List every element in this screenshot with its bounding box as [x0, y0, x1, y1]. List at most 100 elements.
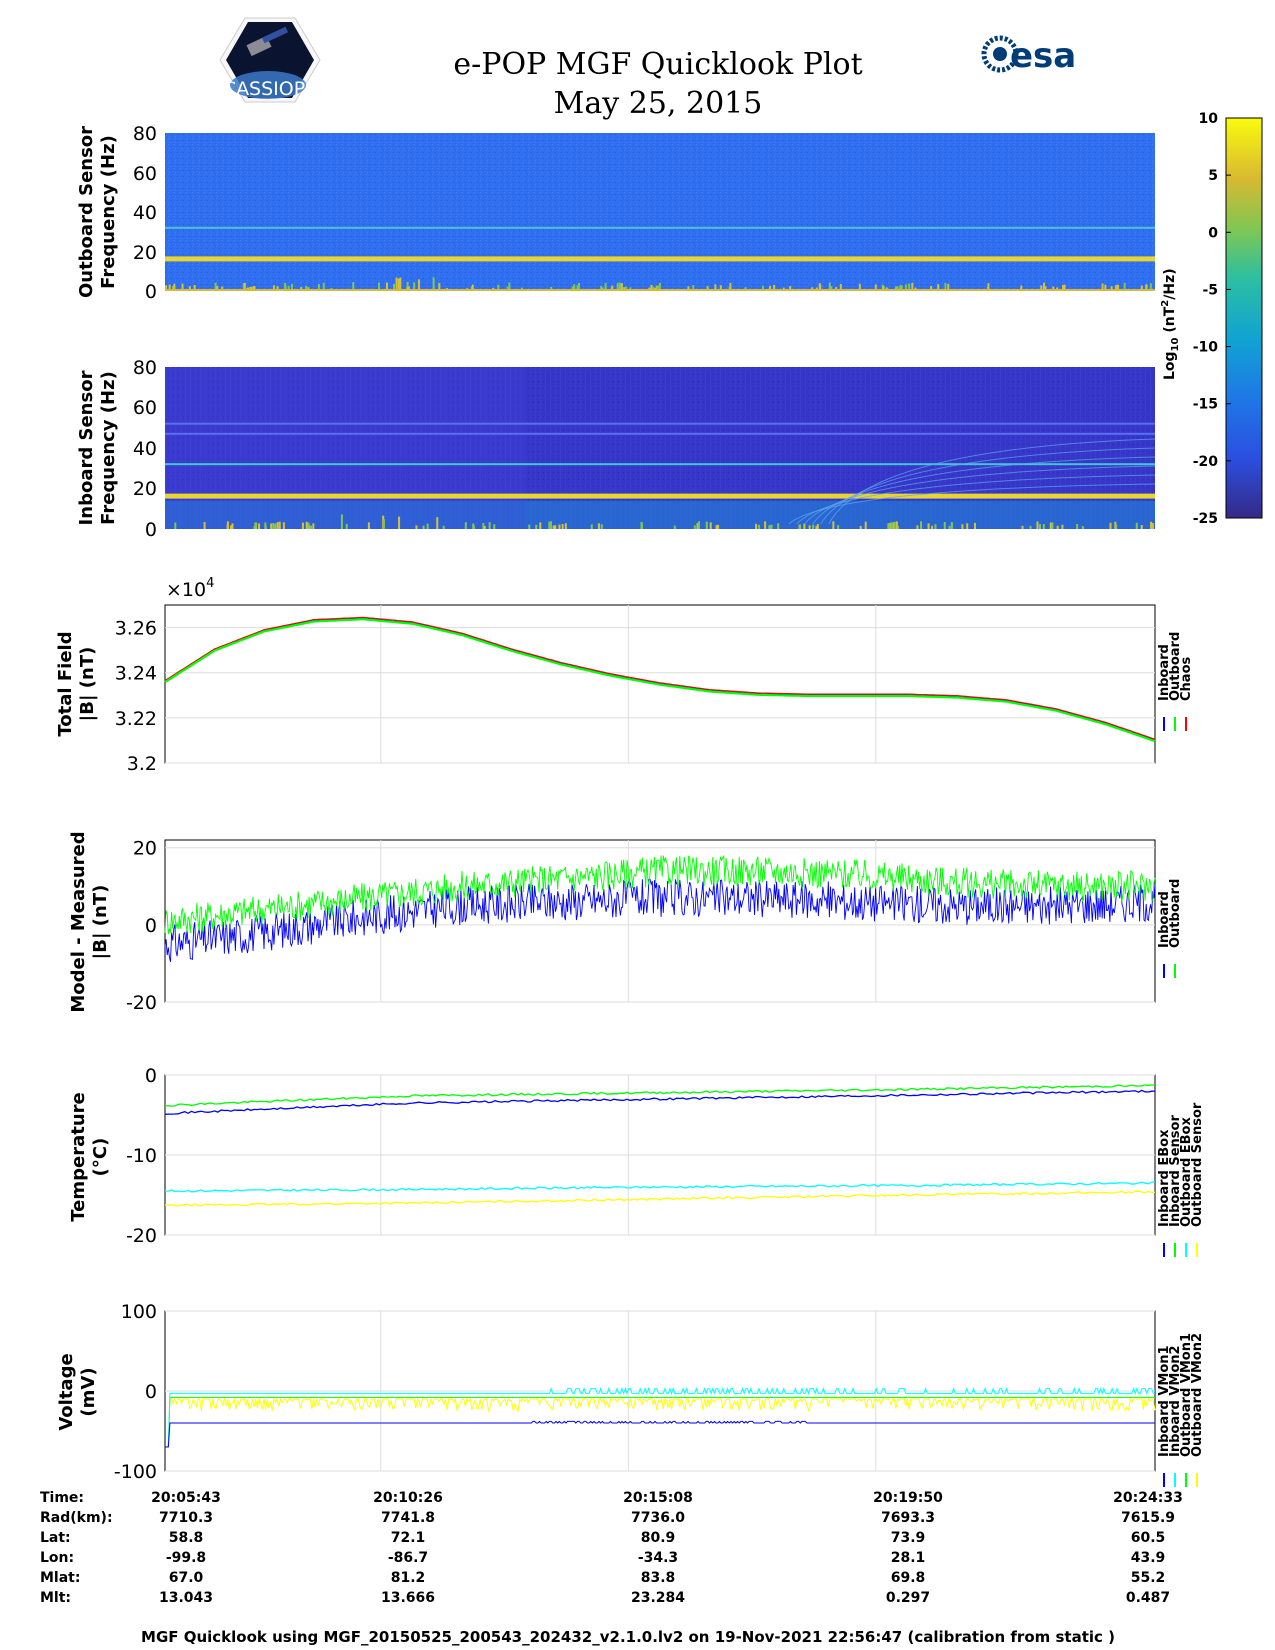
spec2-lowfreq-burst-115 — [1061, 524, 1064, 529]
spec1-lowfreq-burst-88 — [438, 283, 441, 291]
spec1-lowfreq-burst-75 — [413, 282, 416, 291]
ephemeris-cell-2-3: -34.3 — [638, 1550, 678, 1566]
total-field-exponent-base: ×10 — [166, 579, 206, 601]
total-field-ylabel-line2: |B| (nT) — [77, 647, 98, 722]
ephemeris-cell-2-0: 20:15:08 — [623, 1490, 693, 1506]
ephemeris-cell-1-2: 72.1 — [391, 1530, 426, 1546]
spec2-lowfreq-burst-52 — [488, 522, 491, 529]
mm-ytick-0: -20 — [126, 992, 157, 1014]
spec2-lowfreq-burst-34 — [528, 524, 531, 529]
ephemeris-cell-4-2: 60.5 — [1131, 1530, 1166, 1546]
spec1-lowfreq-burst-100 — [1044, 286, 1047, 291]
ephemeris-cell-3-3: 28.1 — [891, 1550, 926, 1566]
total-field-legend-label-1: Outboard — [1168, 632, 1183, 701]
spec2-lowfreq-burst-111 — [226, 521, 229, 529]
ephemeris-cell-3-0: 20:19:50 — [873, 1490, 943, 1506]
mm-ylabel-line2: |B| (nT) — [90, 885, 111, 960]
spec1-ytick-80: 80 — [133, 123, 157, 145]
spec2-lowfreq-burst-18 — [270, 523, 273, 529]
esa-logo: esa — [981, 35, 1076, 76]
spec2-lowfreq-burst-41 — [312, 523, 315, 529]
spec1-lowfreq-burst-42 — [393, 283, 396, 291]
spec2-lowfreq-burst-20 — [705, 521, 708, 529]
ephemeris-row-label-4: Mlat: — [40, 1570, 80, 1586]
spec2-lowfreq-burst-28 — [1036, 521, 1039, 529]
spec1-lowfreq-burst-20 — [1110, 286, 1113, 291]
temperature-series-1 — [164, 1084, 1155, 1107]
spec1-lowfreq-burst-16 — [761, 285, 764, 291]
spec2-lowfreq-burst-102 — [442, 525, 445, 529]
spec2-lowfreq-burst-30 — [436, 517, 439, 529]
spec2-lowfreq-burst-76 — [600, 524, 603, 529]
spec2-lowfreq-burst-97 — [482, 523, 485, 529]
spec2-lowfreq-burst-11 — [777, 523, 780, 529]
spec2-lowfreq-burst-0 — [887, 523, 890, 529]
spec2-lowfreq-burst-84 — [564, 523, 567, 529]
spec2-lowfreq-burst-94 — [808, 525, 811, 529]
spec2-lowfreq-burst-107 — [345, 523, 348, 529]
spec1-lowfreq-burst-118 — [839, 284, 842, 291]
spec2-lowfreq-burst-118 — [590, 524, 593, 529]
spec2-lowfreq-burst-37 — [1109, 522, 1112, 529]
spec2-lowfreq-burst-58 — [640, 522, 643, 529]
voltage-ylabel-line1: Voltage — [56, 1353, 77, 1430]
temperature-legend-label-0: Inboard EBox — [1157, 1129, 1172, 1227]
page-date: May 25, 2015 — [554, 86, 763, 121]
spec1-lowfreq-burst-102 — [508, 282, 511, 291]
spec1-lowfreq-burst-84 — [1042, 282, 1045, 291]
spec2-lowfreq-burst-48 — [561, 523, 564, 529]
spec2-lowfreq-burst-109 — [950, 522, 953, 529]
spec2-lowfreq-burst-95 — [812, 524, 815, 529]
mm-series-inboard — [164, 877, 1156, 962]
spec1-lowfreq-burst-48 — [874, 284, 877, 291]
ephemeris-cell-0-0: 20:05:43 — [151, 1490, 221, 1506]
spec1-lowfreq-burst-58 — [944, 282, 947, 291]
spec1-lowfreq-burst-77 — [899, 285, 902, 291]
spec2-lowfreq-burst-103 — [757, 524, 760, 529]
spec2-lowfreq-burst-9 — [1042, 524, 1045, 529]
spec1-lowfreq-burst-47 — [896, 286, 899, 291]
spec2-lowfreq-burst-64 — [709, 522, 712, 529]
spec1-lowfreq-burst-117 — [1104, 284, 1107, 291]
spec2-lowfreq-burst-71 — [755, 523, 758, 529]
cassiope-logo-text: CASSIOPE — [223, 78, 317, 100]
spec2-lowfreq-burst-8 — [264, 525, 267, 529]
spec2-lowfreq-burst-86 — [697, 521, 700, 529]
spec2-lowfreq-burst-40 — [927, 523, 930, 529]
spec2-lowfreq-burst-43 — [230, 525, 233, 529]
spec1-lowfreq-burst-129 — [417, 279, 420, 291]
spec1-lowfreq-burst-122 — [253, 286, 256, 291]
spec1-lowfreq-burst-64 — [216, 285, 219, 291]
spec2-lowfreq-burst-49 — [258, 523, 261, 529]
spec2-lowfreq-burst-81 — [554, 525, 557, 529]
spec2-lowfreq-burst-46 — [254, 522, 257, 529]
mm-ylabel-line1: Model - Measured — [68, 831, 89, 1012]
spec1-lowfreq-burst-132 — [937, 284, 940, 291]
spec2-lowfreq-burst-99 — [803, 523, 806, 529]
spec2-lowfreq-burst-83 — [948, 525, 951, 529]
total-field-ylabel-line1: Total Field — [55, 631, 76, 736]
spec1-lowfreq-burst-73 — [577, 282, 580, 291]
spec2-lowfreq-burst-74 — [1081, 525, 1084, 529]
spec2-lowfreq-burst-59 — [231, 523, 234, 529]
colorbar-label: Log10 (nT2/Hz) — [1160, 268, 1181, 380]
colorbar-label-rest: (nT — [1162, 306, 1178, 337]
spec2-lowfreq-burst-32 — [816, 524, 819, 529]
spec1-lowfreq-burst-0 — [650, 284, 653, 291]
total-field-series-chaos — [164, 616, 1156, 740]
voltage-series-2 — [165, 1396, 1155, 1448]
spec2-lowfreq-burst-75 — [966, 523, 969, 529]
spec1-lowfreq-burst-1 — [406, 281, 409, 291]
ephemeris-table: Time: Rad(km): Lat: Lon: Mlat: Mlt: 20:05:43 77… — [40, 1490, 1183, 1606]
spec2-lowfreq-burst-19 — [282, 522, 285, 529]
spec2-lowfreq-burst-63 — [552, 525, 555, 529]
spec1-lowfreq-burst-85 — [1101, 283, 1104, 291]
spec1-lowfreq-burst-90 — [947, 284, 950, 291]
spec1-lowfreq-burst-63 — [604, 283, 607, 291]
spec1-lowfreq-burst-65 — [1145, 284, 1148, 291]
colorbar-tick-1: 5 — [1208, 168, 1218, 184]
spec1-lowfreq-burst-89 — [322, 282, 325, 291]
spec2-ytick-20: 20 — [133, 478, 157, 500]
spec1-lowfreq-burst-26 — [904, 284, 907, 291]
spec2-lowfreq-burst-89 — [426, 523, 429, 529]
